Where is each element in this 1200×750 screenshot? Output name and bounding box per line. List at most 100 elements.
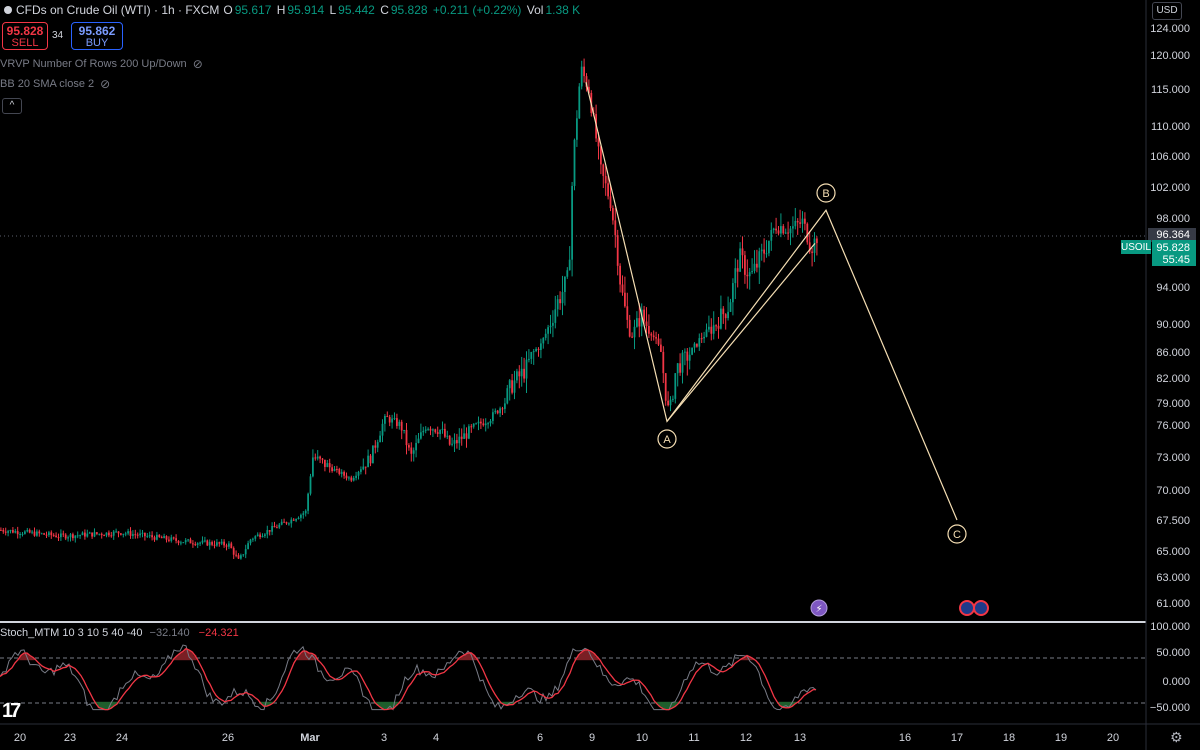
oscillator-axis[interactable]: 100.000 50.000 0.000 −50.000: [1150, 621, 1190, 714]
crosshair-price: 96.364: [1156, 229, 1190, 241]
candle-body: [420, 432, 422, 439]
candle-body: [295, 519, 297, 521]
currency-button[interactable]: USD: [1152, 2, 1182, 20]
buy-button[interactable]: 95.862 BUY: [71, 22, 123, 50]
candle-body: [204, 540, 206, 542]
wave-label: B: [822, 188, 829, 200]
oscillator-legend[interactable]: Stoch_MTM 10 3 10 5 40 -40 −32.140 −24.3…: [0, 627, 239, 639]
candle-body: [660, 344, 662, 352]
osc-signal-line: [0, 647, 817, 711]
candle-body: [674, 373, 677, 399]
wave-label-circle[interactable]: [657, 429, 677, 449]
wave-line[interactable]: [666, 242, 816, 422]
candle-body: [271, 525, 273, 532]
candle-body: [412, 450, 415, 454]
candle-body: [93, 532, 96, 537]
lightning-icon[interactable]: ⚡: [810, 599, 828, 617]
collapse-legend-button[interactable]: ^: [2, 98, 22, 114]
candle-body: [544, 333, 547, 338]
indicator-bb[interactable]: BB 20 SMA close 2 ⊘: [0, 76, 110, 92]
candle-body: [45, 534, 48, 536]
gear-icon[interactable]: ⚙: [1170, 729, 1183, 745]
price-axis-label: 67.500: [1156, 515, 1190, 527]
candle-body: [304, 510, 307, 514]
candle-body: [782, 226, 785, 234]
candle-body: [621, 284, 624, 293]
candle-body: [151, 535, 153, 538]
candle-body: [225, 545, 228, 547]
symbol-title[interactable]: CFDs on Crude Oil (WTI) · 1h · FXCM: [16, 3, 220, 17]
time-axis-label: 26: [222, 732, 234, 744]
tradingview-logo[interactable]: 17: [2, 700, 21, 722]
candle-body: [43, 533, 45, 535]
candle-body: [571, 185, 573, 260]
candle-body: [340, 471, 343, 474]
candle-body: [715, 325, 717, 327]
candle-body: [7, 531, 9, 533]
eye-off-icon[interactable]: ⊘: [100, 77, 111, 91]
candle-body: [333, 468, 336, 472]
candle-body: [792, 226, 794, 229]
candle-body: [506, 388, 509, 404]
candle-body: [477, 421, 480, 424]
candle-body: [439, 429, 441, 434]
candle-body: [345, 475, 348, 479]
ohlc-values: O 95.617 H 95.914 L 95.442 C 95.828 +0.211 (…: [223, 3, 582, 17]
price-axis-label: 70.000: [1156, 485, 1190, 497]
candle-body: [472, 423, 475, 427]
time-axis[interactable]: 20 23 24 26 Mar 3 4 6 9 10 11 12 13 16 17 18 19 20: [14, 732, 1119, 744]
elliott-wave-layer[interactable]: A B C: [585, 82, 967, 544]
candle-body: [626, 306, 629, 320]
candle-body: [302, 513, 305, 515]
wave-line[interactable]: [585, 82, 958, 521]
eye-off-icon[interactable]: ⊘: [192, 57, 203, 71]
candle-body: [252, 538, 254, 540]
price-axis-label: 86.000: [1156, 347, 1190, 359]
candle-body: [556, 299, 559, 310]
indicator-vrvp[interactable]: VRVP Number Of Rows 200 Up/Down ⊘: [0, 56, 203, 72]
candle-body: [703, 336, 705, 339]
candle-body: [633, 326, 636, 338]
time-axis-label: 4: [433, 732, 439, 744]
candle-body: [278, 524, 281, 528]
candle-body: [381, 423, 384, 436]
candle-body: [405, 429, 408, 446]
symbol-dot-icon: [4, 6, 12, 14]
candle-body: [453, 440, 456, 444]
candle-body: [600, 146, 602, 165]
candle-body: [160, 536, 163, 539]
candle-body: [604, 175, 607, 184]
candle-body: [470, 426, 473, 428]
candle-body: [436, 432, 439, 434]
high-value: 95.914: [287, 3, 325, 17]
symbol-tag-label: USOIL: [1121, 242, 1151, 253]
candle-body: [434, 429, 437, 433]
candle-body: [309, 476, 312, 494]
candle-body: [376, 442, 379, 448]
candle-body: [424, 429, 427, 431]
candle-body: [528, 358, 530, 360]
candle-body: [650, 333, 653, 336]
change-value: +0.211 (+0.22%): [432, 3, 522, 17]
open-value: 95.617: [234, 3, 272, 17]
price-axis-label: 65.000: [1156, 546, 1190, 558]
osc-axis-label: 0.000: [1162, 676, 1190, 688]
candle-body: [499, 408, 501, 414]
candle-body: [105, 532, 108, 536]
candles-layer: [0, 58, 818, 560]
candle-body: [55, 535, 57, 538]
candle-body: [100, 533, 103, 536]
candle-body: [352, 477, 355, 481]
symbol-tag: [1121, 240, 1151, 254]
candle-body: [475, 423, 477, 425]
us-flag-icon[interactable]: [959, 600, 989, 616]
candle-body: [168, 539, 170, 541]
sell-button[interactable]: 95.828 SELL: [2, 22, 48, 50]
price-axis[interactable]: 124.000 120.000 115.000 110.000 106.000 102.0…: [1150, 23, 1190, 610]
candle-body: [746, 274, 749, 277]
wave-label-circle[interactable]: [816, 183, 836, 203]
candle-body: [38, 531, 41, 534]
buy-label: BUY: [85, 37, 109, 49]
wave-label-circle[interactable]: [947, 524, 967, 544]
